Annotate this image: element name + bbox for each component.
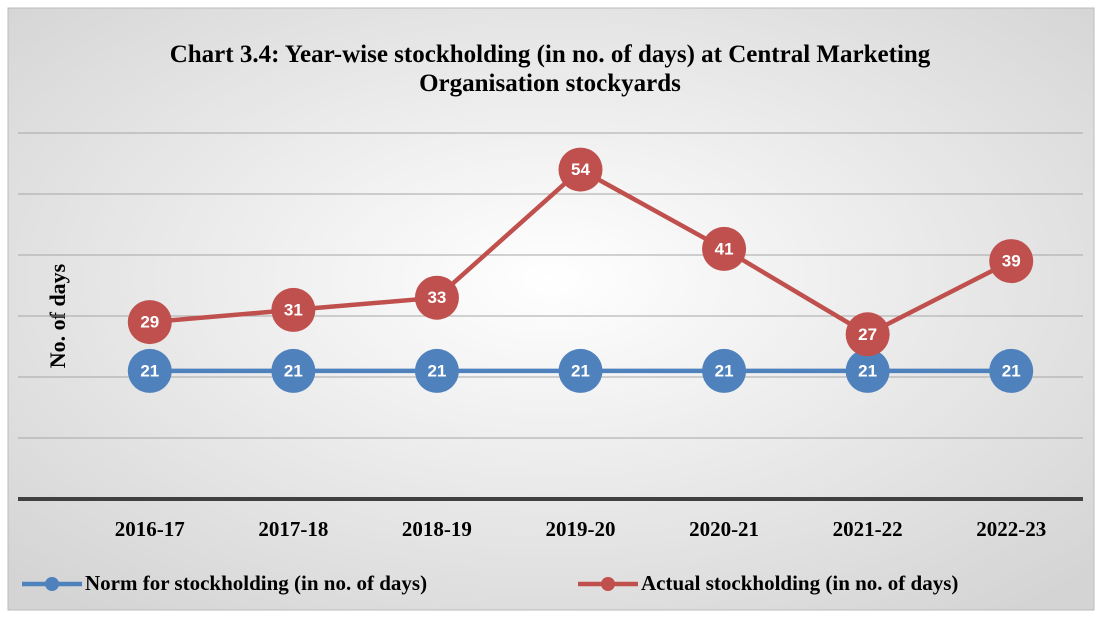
data-label: 21 — [715, 361, 734, 380]
marker — [414, 275, 459, 320]
data-label: 39 — [1002, 252, 1021, 271]
legend-marker — [601, 577, 615, 591]
data-label: 29 — [140, 313, 159, 332]
x-tick-label: 2020-21 — [689, 517, 759, 541]
data-label: 33 — [427, 288, 446, 307]
data-label: 21 — [427, 361, 446, 380]
x-tick-label: 2018-19 — [402, 517, 472, 541]
marker — [845, 348, 890, 393]
legend-label: Actual stockholding (in no. of days) — [641, 571, 958, 595]
marker — [271, 287, 316, 332]
data-label: 21 — [1002, 361, 1021, 380]
marker — [558, 147, 603, 192]
marker — [558, 348, 603, 393]
data-label: 54 — [571, 160, 590, 179]
marker — [127, 348, 172, 393]
data-label: 31 — [284, 300, 303, 319]
x-tick-label: 2017-18 — [258, 517, 328, 541]
marker — [414, 348, 459, 393]
x-tick-label: 2019-20 — [546, 517, 616, 541]
data-label: 21 — [858, 361, 877, 380]
data-label: 21 — [140, 361, 159, 380]
chart-title: Chart 3.4: Year-wise stockholding (in no… — [169, 41, 931, 97]
marker — [271, 348, 316, 393]
data-label: 27 — [858, 325, 877, 344]
x-tick-label: 2022-23 — [976, 517, 1046, 541]
legend-label: Norm for stockholding (in no. of days) — [85, 571, 427, 595]
marker — [702, 226, 747, 271]
data-label: 21 — [284, 361, 303, 380]
marker — [989, 348, 1034, 393]
marker — [702, 348, 747, 393]
x-tick-label: 2021-22 — [833, 517, 903, 541]
marker — [845, 312, 890, 357]
legend-marker — [45, 577, 59, 591]
x-tick-label: 2016-17 — [115, 517, 185, 541]
marker — [127, 300, 172, 345]
marker — [989, 239, 1034, 284]
data-label: 41 — [715, 239, 734, 258]
data-label: 21 — [571, 361, 590, 380]
